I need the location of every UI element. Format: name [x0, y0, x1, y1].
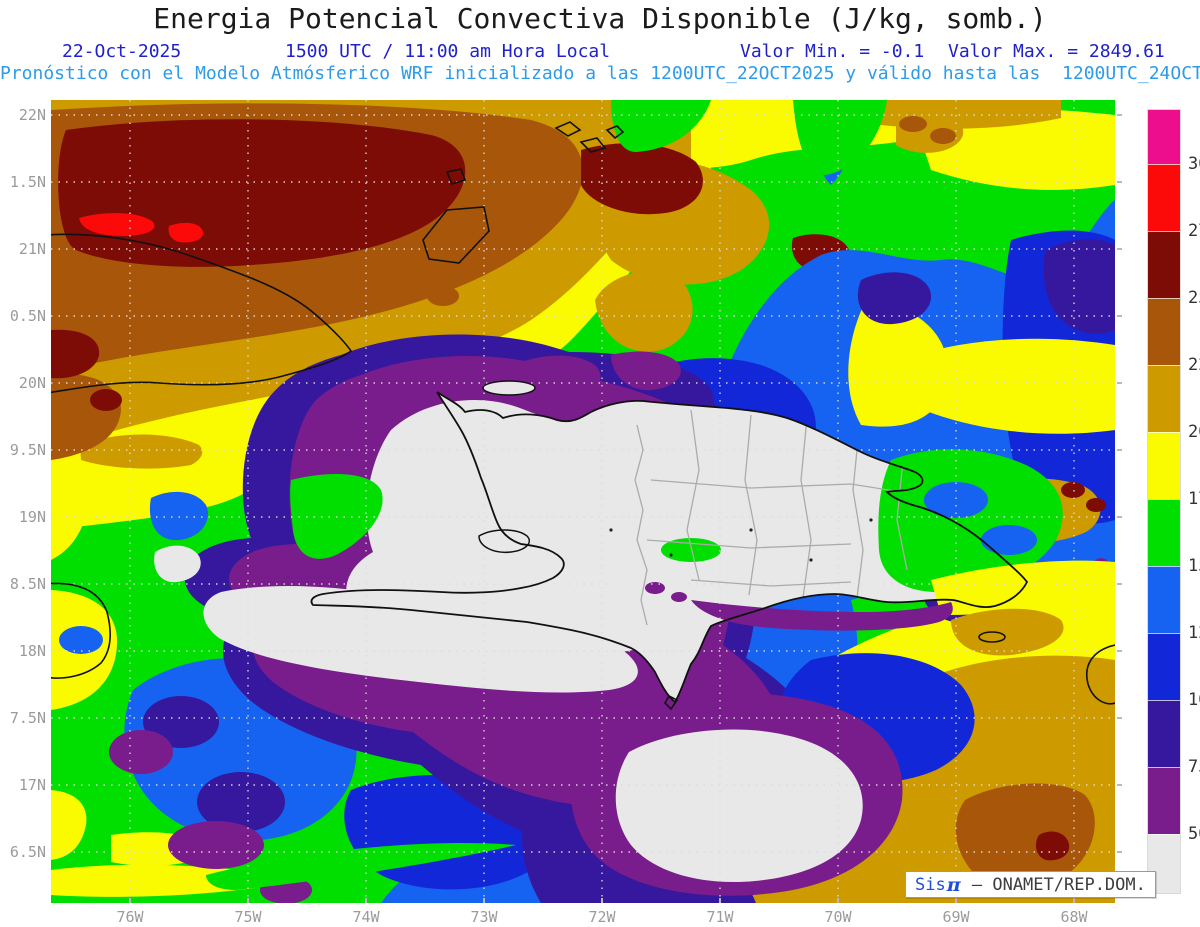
great-inagua-outline [422, 206, 490, 264]
colorbar-tick-label: 2500 [1188, 288, 1200, 308]
y-axis-tick [1117, 382, 1122, 384]
y-axis-tick [1117, 114, 1122, 116]
x-axis-tick [365, 898, 367, 903]
colorbar-tick-label: 3000 [1188, 154, 1200, 174]
y-axis-label: 18N [18, 642, 46, 660]
colorbar-segment [1148, 499, 1180, 566]
y-axis-tick [1117, 449, 1122, 451]
y-axis-label: 21N [18, 240, 46, 258]
page-title: Energia Potencial Convectiva Disponible … [153, 2, 1047, 35]
y-axis-label: 19N [18, 508, 46, 526]
y-axis-tick [1117, 181, 1122, 183]
y-axis-tick [1117, 583, 1122, 585]
colorbar-tick-label: 500 [1188, 824, 1200, 844]
y-axis-tick [1117, 650, 1122, 652]
x-axis-label: 74W [352, 908, 380, 926]
jamaica-coastline [45, 582, 111, 679]
y-axis-label: 17N [18, 776, 46, 794]
colorbar-segment [1148, 633, 1180, 700]
y-axis-label: 6.5N [9, 843, 46, 861]
little-inagua-outline [445, 168, 467, 185]
coastlines [45, 121, 1116, 711]
cape-map [45, 100, 1116, 904]
colorbar-tick-label: 2750 [1188, 221, 1200, 241]
y-axis-label: 20N [18, 374, 46, 392]
turks-caicos-outlines [554, 121, 625, 153]
model-init-label: Pronóstico con el Modelo Atmósferico WRF… [0, 63, 1200, 84]
colorbar-segment [1148, 231, 1180, 298]
colorbar-segment [1148, 700, 1180, 767]
y-axis-tick [1117, 717, 1122, 719]
colorbar-segment [1148, 164, 1180, 231]
x-axis-tick [247, 898, 249, 903]
y-axis-tick [1117, 516, 1122, 518]
x-axis-tick [601, 898, 603, 903]
forecast-date: 22-Oct-2025 [62, 41, 182, 62]
x-axis-label: 71W [706, 908, 734, 926]
x-axis-label: 70W [824, 908, 852, 926]
colorbar-segment [1148, 110, 1180, 164]
y-axis-tick [1117, 784, 1122, 786]
colorbar-segment [1148, 365, 1180, 432]
colorbar [1147, 109, 1181, 894]
colorbar-segment [1148, 767, 1180, 834]
cuba-coastline [45, 233, 353, 394]
sispi-logo-text: Sis [915, 874, 946, 895]
cape-field-plot [45, 100, 1116, 904]
value-max-label: Valor Max. = 2849.61 [948, 41, 1165, 62]
x-axis-tick [719, 898, 721, 903]
colorbar-segment [1148, 432, 1180, 499]
province-borders [634, 409, 908, 626]
x-axis-label: 68W [1060, 908, 1088, 926]
x-axis-label: 69W [942, 908, 970, 926]
y-axis-tick [1117, 851, 1122, 853]
y-axis-label: 9.5N [9, 441, 46, 459]
colorbar-tick-label: 1000 [1188, 690, 1200, 710]
x-axis-label: 75W [234, 908, 262, 926]
y-axis-label: 8.5N [9, 575, 46, 593]
x-axis-tick [129, 898, 131, 903]
colorbar-segment [1148, 566, 1180, 633]
hispaniola-coastline [310, 391, 1029, 704]
forecast-time: 1500 UTC / 11:00 am Hora Local [285, 41, 611, 62]
beata-outline [664, 694, 679, 711]
y-axis-tick [1117, 248, 1122, 250]
colorbar-segment [1148, 298, 1180, 365]
x-axis-tick [955, 898, 957, 903]
puerto-rico-coastline [1086, 644, 1116, 705]
x-axis-tick [1073, 898, 1075, 903]
colorbar-tick-label: 1750 [1188, 489, 1200, 509]
x-axis-tick [483, 898, 485, 903]
x-axis-label: 72W [588, 908, 616, 926]
x-axis-tick [837, 898, 839, 903]
colorbar-tick-label: 750 [1188, 757, 1200, 777]
pi-icon: π [946, 873, 961, 896]
value-min-label: Valor Min. = -0.1 [740, 41, 925, 62]
header-line-datetime: 22-Oct-2025 1500 UTC / 11:00 am Hora Loc… [0, 41, 1200, 62]
y-axis-label: 0.5N [9, 307, 46, 325]
y-axis-label: 7.5N [9, 709, 46, 727]
city-dots [609, 518, 873, 562]
x-axis-label: 73W [470, 908, 498, 926]
y-axis-tick [1117, 315, 1122, 317]
credit-box: Sis π – ONAMET/REP.DOM. [905, 871, 1156, 898]
x-axis-label: 76W [116, 908, 144, 926]
y-axis-label: 22N [18, 106, 46, 124]
colorbar-tick-label: 2250 [1188, 355, 1200, 375]
saona-outline [978, 631, 1006, 643]
y-axis-label: 1.5N [9, 173, 46, 191]
credit-text: – ONAMET/REP.DOM. [961, 874, 1146, 895]
colorbar-tick-label: 2000 [1188, 422, 1200, 442]
colorbar-tick-label: 1250 [1188, 623, 1200, 643]
tortuga-island [482, 380, 536, 396]
colorbar-tick-label: 1500 [1188, 556, 1200, 576]
